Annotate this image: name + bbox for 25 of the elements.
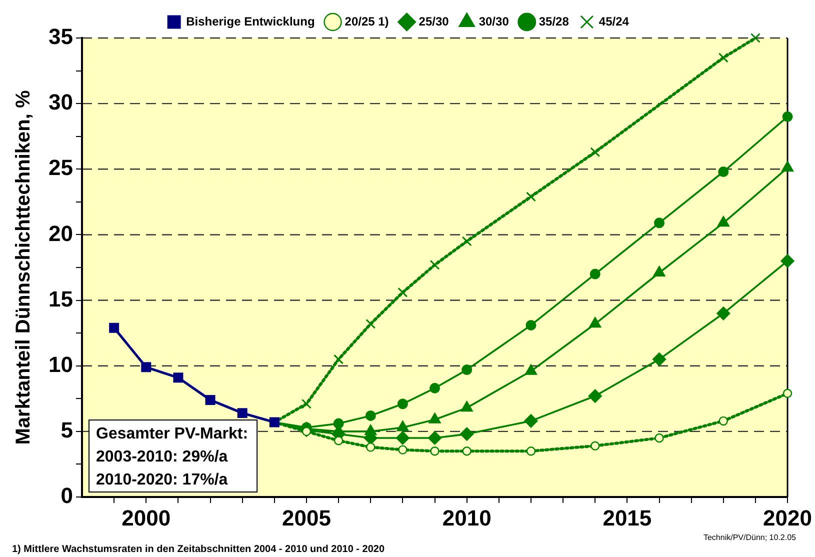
legend-label: Bisherige Entwicklung	[186, 14, 315, 28]
annotation: 2010-2020: 17%/a	[96, 471, 228, 488]
x-tick-label: 2000	[122, 505, 171, 530]
y-tick-label: 35	[48, 24, 73, 50]
legend-label: 30/30	[478, 14, 510, 28]
x-tick-label: 2020	[763, 505, 812, 530]
legend-label: 35/28	[538, 14, 570, 28]
y-tick-label: 10	[48, 352, 73, 377]
x-tick-label: 2010	[442, 505, 492, 530]
legend-label: 45/24	[598, 14, 630, 28]
y-tick-label: 30	[48, 90, 73, 115]
y-tick-label: 5	[60, 417, 73, 442]
x-tick-label: 2005	[282, 505, 331, 530]
text: 1) Mittlere Wachstumsraten in den Zeitabschnitten 2004 - 2010 und 2010 - 2020	[12, 544, 385, 555]
legend-label: 25/30	[418, 14, 450, 28]
legend-label: 20/25 1)	[344, 14, 389, 28]
text: Technik/PV/Dünn; 10.2.05	[703, 533, 797, 542]
annotation: 2003-2010: 29%/a	[96, 448, 228, 466]
y-axis-title: Marktanteil Dünnschichttechniken, %	[12, 90, 35, 445]
y-tick-label: 15	[48, 286, 73, 312]
x-tick-label: 2015	[602, 505, 652, 530]
annotation: Gesamter PV-Markt:	[96, 425, 248, 442]
y-tick-label: 20	[48, 220, 73, 246]
y-tick-label: 25	[48, 155, 73, 180]
y-tick-label: 0	[60, 483, 73, 508]
